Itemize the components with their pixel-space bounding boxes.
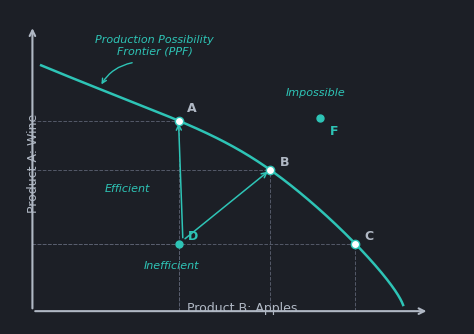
Text: Impossible: Impossible [285,88,345,98]
Text: Production Possibility
Frontier (PPF): Production Possibility Frontier (PPF) [95,35,214,56]
Text: D: D [188,230,198,243]
Text: Product B: Apples: Product B: Apples [187,302,297,315]
Text: F: F [330,125,338,138]
Text: C: C [365,230,374,243]
Text: Inefficient: Inefficient [144,261,199,271]
Text: A: A [187,103,197,116]
Text: B: B [280,156,289,169]
Text: Product A: Wine: Product A: Wine [27,114,40,213]
Text: Efficient: Efficient [104,184,150,194]
